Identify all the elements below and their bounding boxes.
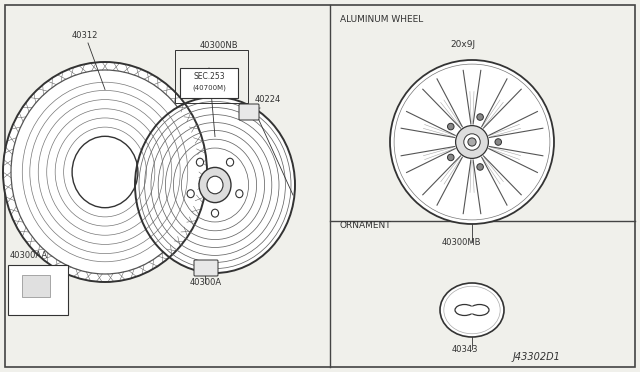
Text: 40300A: 40300A [190, 278, 222, 287]
Ellipse shape [196, 158, 204, 166]
Text: 40300MB: 40300MB [442, 238, 481, 247]
Ellipse shape [470, 305, 489, 315]
Ellipse shape [72, 136, 138, 208]
Text: ALUMINUM WHEEL: ALUMINUM WHEEL [340, 15, 423, 24]
Text: 40300NB: 40300NB [200, 41, 239, 50]
FancyBboxPatch shape [194, 260, 218, 276]
Bar [8, 265, 68, 315]
Ellipse shape [211, 209, 219, 217]
Text: 40224: 40224 [255, 95, 281, 104]
Ellipse shape [447, 123, 454, 130]
Ellipse shape [477, 114, 483, 120]
Ellipse shape [199, 167, 231, 203]
Text: 20x9J: 20x9J [450, 40, 475, 49]
Ellipse shape [236, 190, 243, 198]
FancyBboxPatch shape [239, 104, 259, 120]
Bar [180, 68, 238, 98]
Ellipse shape [187, 190, 195, 198]
Ellipse shape [390, 60, 554, 224]
Text: 40312: 40312 [72, 31, 99, 40]
Ellipse shape [11, 70, 199, 274]
Ellipse shape [227, 158, 234, 166]
Ellipse shape [135, 97, 295, 273]
Bar [22, 275, 50, 297]
Text: SEC.253: SEC.253 [193, 73, 225, 81]
Text: (40700M): (40700M) [192, 84, 226, 91]
Ellipse shape [495, 139, 502, 145]
Ellipse shape [440, 283, 504, 337]
Text: J43302D1: J43302D1 [512, 352, 560, 362]
Bar [175, 50, 248, 103]
Ellipse shape [207, 176, 223, 194]
Text: ORNAMENT: ORNAMENT [340, 221, 392, 230]
Ellipse shape [3, 62, 207, 282]
Text: 40343: 40343 [452, 345, 479, 354]
Text: 40300AA: 40300AA [10, 251, 48, 260]
Ellipse shape [477, 164, 483, 170]
Ellipse shape [455, 305, 474, 315]
Ellipse shape [468, 138, 476, 146]
Ellipse shape [447, 154, 454, 161]
Ellipse shape [456, 126, 488, 158]
Ellipse shape [464, 134, 480, 150]
Ellipse shape [467, 307, 477, 314]
